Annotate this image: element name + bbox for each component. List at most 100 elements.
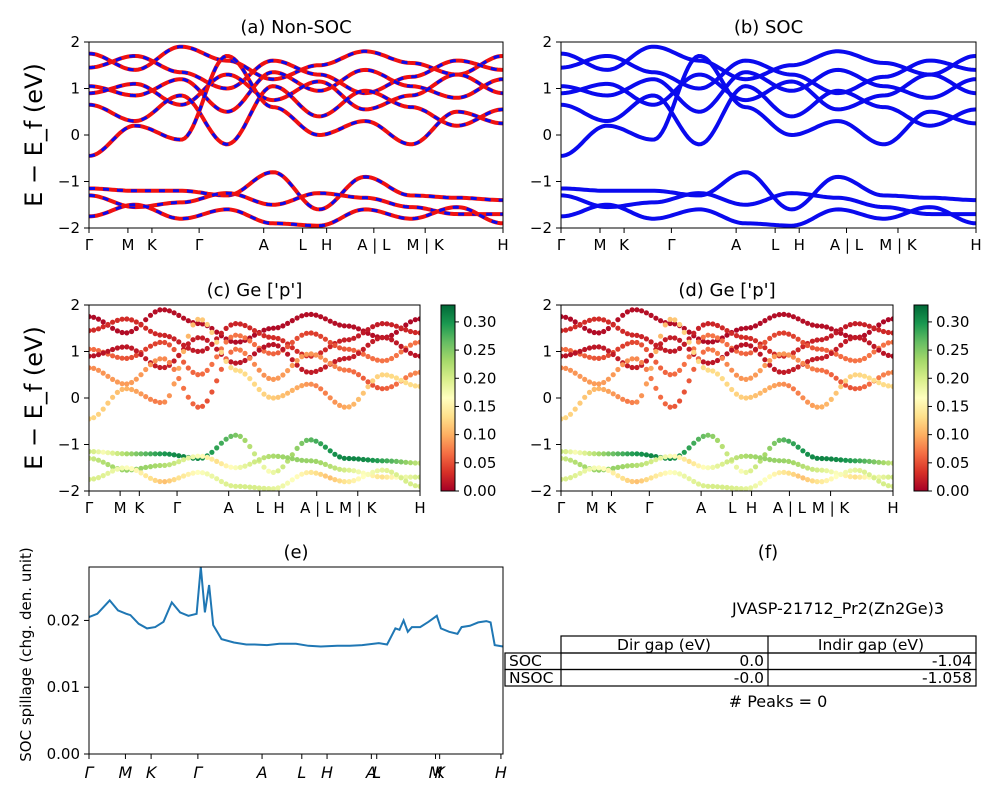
projection-point [403,478,409,484]
panel-d-ytick-label: 0 [542,389,552,407]
projection-point [218,478,224,485]
projection-point [275,394,281,400]
projection-point [185,333,191,339]
projection-point [567,449,574,455]
projection-point [880,350,887,356]
projection-point [582,376,588,382]
projection-point [228,365,234,371]
colorbar-d-tick-label: 0.05 [936,454,969,472]
projection-point [620,451,626,457]
projection-point [237,483,243,489]
band-line-soc [561,191,976,217]
projection-point [880,382,887,388]
projection-point [308,437,314,443]
projection-point [355,396,362,402]
panel-e-ytick-label: 0.02 [47,611,80,629]
projection-point [634,479,640,485]
projection-point [374,322,380,328]
projection-point [233,367,239,373]
projection-point [695,463,702,469]
projection-point [214,458,220,464]
projection-point [814,337,820,343]
projection-point [275,350,281,356]
projection-point [677,337,683,343]
projection-point [318,314,324,320]
projection-point [743,325,749,331]
projection-point [280,323,286,329]
projection-point [567,457,574,463]
projection-point [138,470,144,476]
projection-point [705,321,711,327]
projection-point [166,478,172,484]
projection-point [114,379,120,385]
projection-point [204,367,210,373]
projection-point [705,346,711,352]
projection-point [318,333,324,339]
projection-point [285,368,291,374]
colorbar-c-tick-label: 0.15 [463,397,496,415]
panel-e-xtick-label: Γ [193,763,203,782]
projection-point [341,455,347,461]
projection-point [847,474,853,480]
projection-point [710,321,716,327]
projection-point [634,462,640,468]
projection-point [890,474,893,480]
projection-point [738,486,744,491]
projection-point [724,332,730,338]
projection-point [885,460,891,466]
projection-point [374,357,380,363]
band-line-soc [561,84,976,147]
projection-point [138,322,144,328]
projection-point [233,432,239,438]
projection-point [384,357,390,363]
projection-point [393,458,399,464]
projection-point [700,322,706,328]
projection-point [190,369,196,375]
band-line-soc [561,202,976,228]
projection-point [857,372,863,378]
projection-point [838,353,844,360]
projection-point [360,390,366,396]
projection-point [586,328,593,334]
projection-point [795,444,801,450]
projection-point [572,370,578,376]
projection-point [890,316,893,322]
projection-point [743,486,749,491]
projection-point [714,463,721,469]
projection-point [866,323,872,329]
projection-point [781,351,787,357]
projection-point [89,346,92,352]
projection-point [714,357,721,364]
projection-point [681,329,687,335]
projection-point [743,335,749,341]
projection-point [157,356,163,362]
panel-b-xtick-label: H [794,236,805,254]
projection-point [843,469,849,475]
projection-point [266,453,272,460]
projection-point [228,338,234,344]
projection-point [289,452,295,458]
projection-point [662,322,668,328]
projection-point [119,355,125,361]
projection-point [119,386,125,392]
panel-c-ytick-label: 2 [70,296,80,314]
projection-point [162,339,168,346]
projection-point [586,389,593,395]
projection-point [190,470,196,476]
projection-point [384,321,390,327]
projection-point [876,474,882,480]
projection-point [601,328,607,335]
projection-point [393,340,399,346]
projection-point [843,338,849,345]
projection-point [586,354,593,360]
projection-point [171,310,177,316]
projection-point [577,400,583,406]
projection-point [303,330,310,336]
projection-point [700,334,706,340]
projection-point [596,330,602,336]
panel-b-ytick-label: 0 [542,126,552,144]
projection-point [403,327,409,333]
projection-point [738,394,744,400]
panel-b-xtick-label: M | K [879,236,918,254]
